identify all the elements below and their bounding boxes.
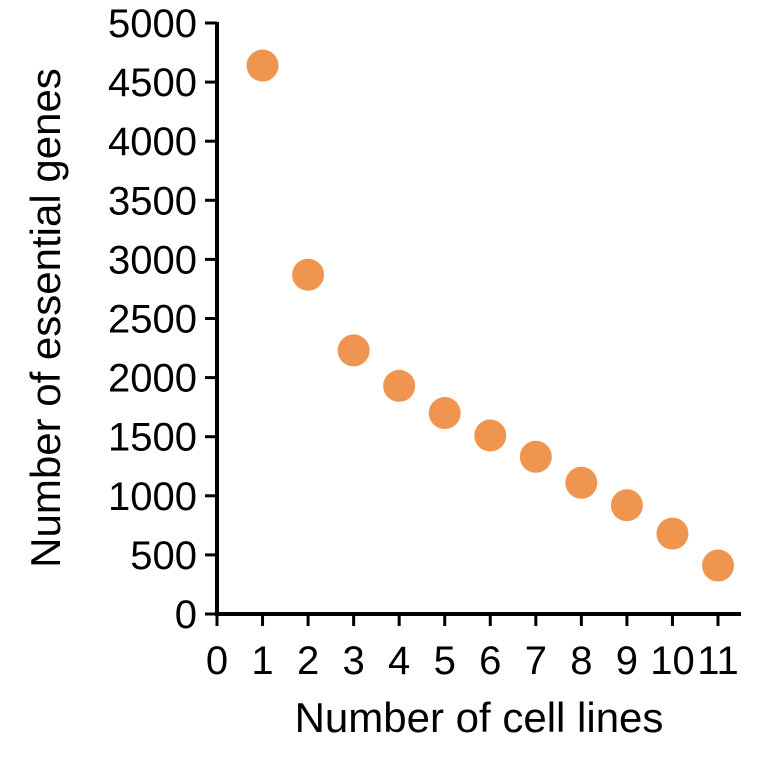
y-tick-label: 3000 <box>108 238 197 282</box>
y-tick-label: 1500 <box>108 416 197 460</box>
data-point <box>474 419 507 452</box>
data-point <box>565 466 598 499</box>
x-tick-label: 2 <box>297 639 319 683</box>
y-tick-label: 5000 <box>108 2 197 46</box>
y-tick-label: 1000 <box>108 475 197 519</box>
x-tick-label: 7 <box>525 639 547 683</box>
data-point <box>428 397 461 430</box>
y-tick-label: 4500 <box>108 61 197 105</box>
x-tick-label: 10 <box>650 639 695 683</box>
data-point <box>610 489 643 522</box>
data-points <box>246 49 734 582</box>
x-tick-label: 1 <box>251 639 273 683</box>
y-tick-label: 500 <box>130 534 197 578</box>
data-point <box>656 517 689 550</box>
x-axis-ticks: 0 1 2 3 4 5 6 7 8 9 10 11 <box>206 614 739 683</box>
data-point <box>519 440 552 473</box>
y-tick-label: 2000 <box>108 357 197 401</box>
y-tick-label: 2500 <box>108 298 197 342</box>
data-point <box>292 258 325 291</box>
x-tick-label: 11 <box>697 639 739 683</box>
x-tick-label: 6 <box>479 639 501 683</box>
data-point <box>337 334 370 367</box>
x-tick-label: 9 <box>616 639 638 683</box>
x-tick-label: 0 <box>206 639 228 683</box>
x-tick-label: 4 <box>388 639 410 683</box>
y-tick-label: 4000 <box>108 120 197 164</box>
data-point <box>246 49 279 82</box>
y-tick-label: 3500 <box>108 179 197 223</box>
x-axis-title: Number of cell lines <box>295 694 664 741</box>
data-point <box>702 549 734 582</box>
x-tick-label: 3 <box>343 639 365 683</box>
x-tick-label: 5 <box>434 639 456 683</box>
y-axis-ticks: 0 500 1000 1500 2000 2500 3000 3500 4000 4500 5000 <box>108 2 217 637</box>
x-tick-label: 8 <box>570 639 592 683</box>
data-point <box>383 369 416 402</box>
y-tick-label: 0 <box>175 593 197 637</box>
y-axis-title: Number of essential genes <box>22 68 69 568</box>
